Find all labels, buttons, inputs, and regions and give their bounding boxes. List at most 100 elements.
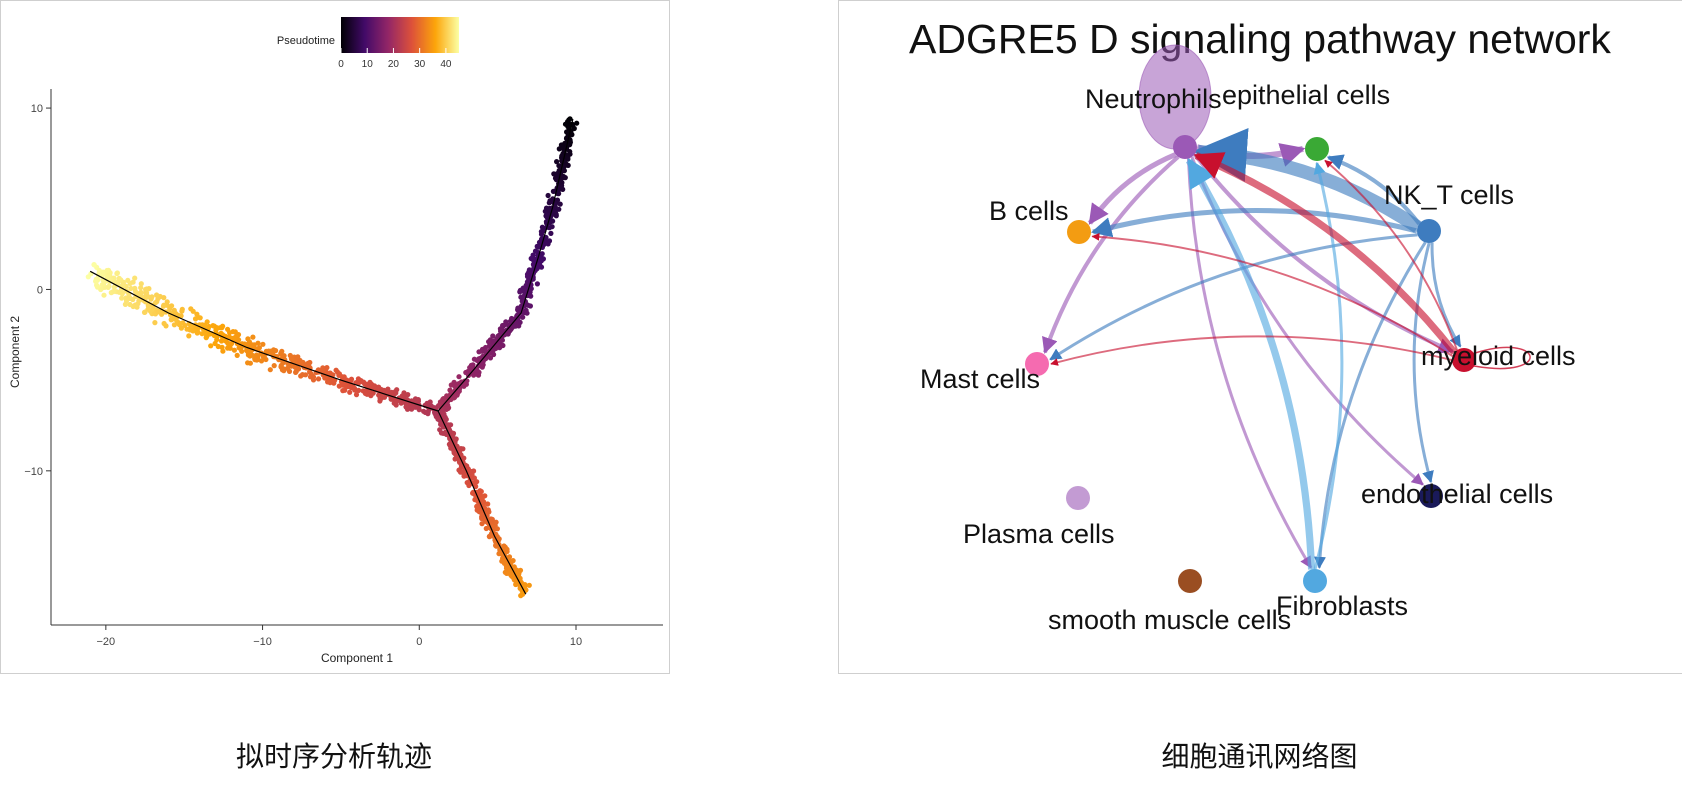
scatter-point (493, 519, 499, 525)
scatter-point (353, 392, 360, 398)
scatter-point (516, 570, 522, 576)
scatter-point (279, 348, 285, 354)
scatter-point (367, 379, 373, 385)
scatter-point (371, 384, 377, 390)
scatter-point (538, 229, 545, 235)
scatter-point (207, 331, 213, 337)
network-node (1419, 484, 1443, 508)
scatter-point (491, 351, 497, 358)
scatter-point (122, 301, 128, 307)
scatter-point (143, 286, 149, 293)
scatter-point (477, 488, 483, 494)
network-node-label: Fibroblasts (1276, 591, 1408, 621)
x-tick-label: 0 (416, 636, 422, 648)
scatter-point (125, 277, 131, 283)
network-node (1452, 348, 1476, 372)
scatter-point (132, 302, 138, 308)
scatter-point (178, 313, 184, 319)
scatter-point (219, 344, 225, 350)
scatter-point (376, 384, 382, 390)
scatter-point (154, 292, 160, 298)
x-axis-label: Component 1 (321, 651, 393, 665)
scatter-point (456, 374, 462, 380)
scatter-point (438, 430, 444, 436)
network-node-label: epithelial cells (1222, 80, 1390, 110)
scatter-point (138, 285, 144, 291)
network-edge (1186, 158, 1313, 569)
scatter-point (441, 411, 447, 417)
scatter-point (565, 155, 571, 161)
scatter-point (208, 343, 214, 349)
scatter-point (119, 295, 125, 301)
scatter-point (100, 269, 106, 275)
trajectory-lines (89, 118, 574, 595)
scatter-point (288, 356, 294, 362)
scatter-point (539, 251, 545, 257)
scatter-point (127, 301, 133, 308)
scatter-point (105, 284, 111, 290)
scatter-point (132, 288, 138, 294)
scatter-point (278, 362, 284, 369)
scatter-point (184, 326, 190, 332)
scatter-point (225, 340, 231, 346)
scatter-point (490, 333, 496, 339)
scatter-point (448, 422, 454, 428)
self-loop-edge (1471, 346, 1531, 370)
scatter-point (178, 325, 184, 331)
scatter-point (214, 337, 220, 343)
scatter-point (435, 416, 441, 422)
scatter-point (479, 521, 485, 527)
caption-pseudotime: 拟时序分析轨迹 (235, 740, 432, 773)
scatter-point (182, 322, 188, 328)
y-tick-label: 10 (31, 103, 43, 115)
scatter-point (245, 336, 251, 342)
network-node (1066, 486, 1090, 510)
legend-tick-label: 20 (388, 59, 400, 70)
scatter-point (467, 469, 473, 475)
scatter-point (452, 456, 458, 462)
network-node (1067, 220, 1091, 244)
scatter-point (546, 238, 553, 244)
scatter-point (461, 473, 467, 479)
network-edge (1091, 232, 1454, 358)
network-edge (1087, 152, 1177, 225)
network-edge (1313, 241, 1427, 569)
scatter-point (293, 369, 299, 375)
scatter-point (470, 490, 476, 496)
scatter-point (177, 321, 183, 327)
scatter-point (554, 197, 561, 203)
scatter-point (538, 264, 545, 270)
scatter-point (149, 294, 155, 300)
scatter-point (104, 267, 110, 274)
network-edge (1042, 155, 1180, 354)
network-edge (1326, 154, 1421, 226)
scatter-point (130, 279, 136, 285)
scatter-point (518, 593, 524, 599)
y-tick-label: 0 (37, 284, 43, 296)
network-edge (1192, 127, 1422, 233)
scatter-point (554, 159, 560, 165)
scatter-point (128, 285, 134, 292)
scatter-points (85, 116, 580, 599)
scatter-point (161, 302, 167, 308)
legend-tick-label: 10 (362, 59, 374, 70)
scatter-point (342, 382, 348, 388)
scatter-point (161, 295, 167, 301)
pseudotime-legend: Pseudotime 0 10 20 30 40 (277, 17, 459, 70)
scatter-point (260, 341, 266, 347)
scatter-point (548, 230, 554, 236)
scatter-point (539, 224, 546, 230)
scatter-point (203, 335, 209, 341)
scatter-point (557, 201, 563, 207)
scatter-point (545, 192, 551, 199)
scatter-point (444, 393, 450, 399)
network-edge (1324, 159, 1459, 351)
scatter-point (116, 275, 122, 281)
network-node (1178, 569, 1202, 593)
scatter-point (475, 372, 482, 378)
x-tick-label: −20 (97, 636, 116, 648)
scatter-point (267, 367, 273, 373)
scatter-point (152, 320, 158, 326)
pseudotime-panel: −20 −10 0 10 −10 0 10 Component 1 Component 2 Pse… (0, 0, 670, 674)
scatter-point (110, 289, 116, 295)
